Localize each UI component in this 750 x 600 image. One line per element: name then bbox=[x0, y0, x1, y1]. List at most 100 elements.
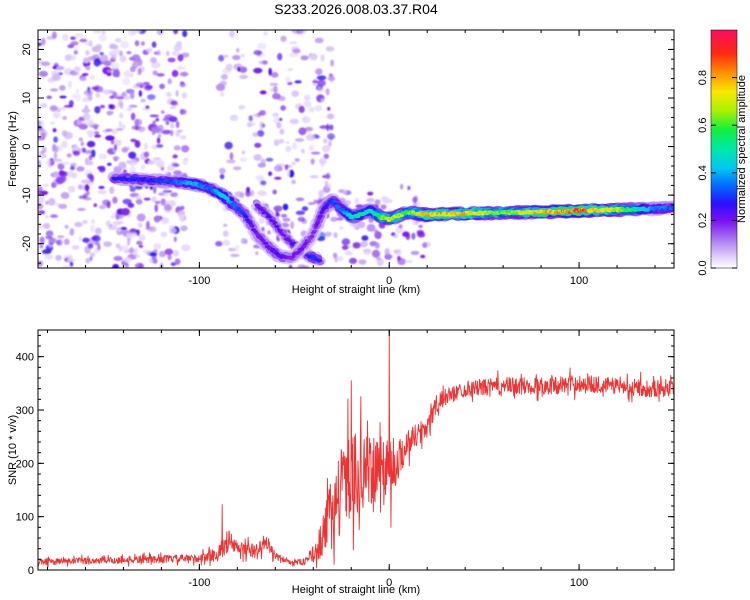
noise-blob bbox=[128, 151, 137, 159]
ridge-core bbox=[275, 225, 280, 228]
noise-blob bbox=[268, 67, 273, 76]
noise-blob bbox=[155, 117, 160, 122]
x-tick-label: 100 bbox=[570, 577, 588, 589]
noise-blob bbox=[127, 239, 131, 246]
noise-blob bbox=[268, 171, 273, 176]
noise-blob bbox=[294, 138, 305, 142]
noise-blob bbox=[85, 50, 90, 56]
noise-blob bbox=[69, 228, 75, 236]
snr-frame bbox=[37, 329, 675, 571]
noise-blob bbox=[181, 145, 190, 153]
noise-blob bbox=[359, 241, 368, 248]
noise-blob bbox=[73, 47, 79, 51]
spectrogram-y-axis-label: Frequency (Hz) bbox=[7, 111, 19, 187]
noise-blob bbox=[320, 98, 325, 102]
noise-blob bbox=[116, 127, 124, 131]
noise-blob bbox=[298, 127, 307, 136]
ridge-core bbox=[302, 244, 307, 248]
noise-blob bbox=[82, 237, 90, 243]
noise-blob bbox=[45, 159, 51, 166]
noise-blob bbox=[183, 157, 189, 161]
noise-blob bbox=[129, 165, 136, 174]
noise-blob bbox=[131, 54, 141, 63]
noise-blob bbox=[272, 189, 278, 195]
noise-blob bbox=[170, 129, 174, 137]
noise-blob bbox=[285, 76, 291, 83]
noise-blob bbox=[229, 30, 236, 38]
noise-blob bbox=[374, 229, 379, 235]
noise-blob bbox=[250, 190, 255, 197]
noise-blob bbox=[316, 75, 327, 81]
ridge-core bbox=[263, 241, 269, 245]
noise-blob bbox=[173, 170, 182, 176]
noise-blob bbox=[298, 105, 305, 113]
y-tick-label: 0 bbox=[28, 565, 34, 577]
noise-blob bbox=[333, 232, 338, 239]
noise-blob bbox=[292, 142, 297, 150]
noise-blob bbox=[314, 105, 323, 112]
noise-blob bbox=[177, 54, 184, 62]
colorbar: 0.0 0.2 0.4 0.6 0.8 Normalized spectral ampl… bbox=[697, 29, 748, 276]
noise-blob bbox=[259, 110, 266, 116]
noise-blob bbox=[172, 154, 178, 159]
noise-blob bbox=[67, 44, 75, 49]
y-tick-label: -20 bbox=[21, 236, 33, 252]
noise-blob bbox=[239, 74, 249, 79]
noise-blob bbox=[46, 95, 53, 99]
noise-blob bbox=[181, 92, 187, 99]
noise-blob bbox=[125, 233, 133, 240]
noise-blob bbox=[286, 168, 290, 177]
ridge-core bbox=[279, 229, 283, 232]
noise-blob bbox=[181, 52, 190, 58]
y-tick-label: -10 bbox=[21, 187, 33, 203]
noise-blob bbox=[273, 139, 280, 146]
noise-blob bbox=[134, 140, 141, 148]
noise-blob bbox=[57, 235, 65, 239]
noise-blob bbox=[39, 236, 45, 245]
x-tick-label: 100 bbox=[570, 275, 588, 287]
noise-blob bbox=[110, 62, 120, 70]
noise-blob bbox=[107, 69, 112, 74]
noise-blob bbox=[143, 197, 151, 201]
noise-blob bbox=[240, 238, 246, 244]
noise-blob bbox=[77, 207, 86, 212]
noise-blob bbox=[140, 98, 146, 103]
noise-blob bbox=[38, 202, 44, 210]
noise-blob bbox=[143, 249, 151, 254]
noise-blob bbox=[121, 147, 128, 153]
noise-blob bbox=[121, 208, 130, 216]
noise-blob bbox=[290, 221, 294, 230]
noise-blob bbox=[105, 220, 111, 227]
noise-blob bbox=[97, 244, 101, 251]
noise-blob bbox=[98, 204, 107, 210]
noise-blob bbox=[138, 245, 144, 248]
noise-blob bbox=[265, 157, 274, 162]
noise-blob bbox=[226, 159, 236, 164]
noise-blob bbox=[175, 41, 183, 48]
noise-blob bbox=[62, 33, 69, 41]
noise-blob bbox=[98, 60, 105, 65]
noise-blob bbox=[95, 92, 100, 98]
noise-blob bbox=[45, 230, 54, 237]
noise-blob bbox=[277, 53, 283, 61]
noise-blob bbox=[69, 261, 74, 267]
ridge-core bbox=[282, 234, 287, 237]
noise-blob bbox=[328, 140, 332, 147]
noise-blob bbox=[117, 99, 123, 108]
ridge-core bbox=[318, 214, 323, 218]
noise-blob bbox=[73, 66, 81, 73]
noise-blob bbox=[171, 69, 179, 78]
noise-blob bbox=[62, 116, 68, 120]
noise-blob bbox=[40, 120, 45, 126]
noise-blob bbox=[81, 97, 90, 103]
noise-blob bbox=[325, 172, 331, 180]
ridge-core bbox=[225, 197, 230, 201]
noise-blob bbox=[168, 225, 175, 229]
noise-blob bbox=[169, 227, 177, 234]
noise-blob bbox=[38, 210, 46, 215]
noise-blob bbox=[153, 243, 162, 250]
noise-blob bbox=[118, 50, 123, 57]
noise-blob bbox=[151, 196, 157, 203]
noise-blob bbox=[115, 243, 121, 249]
noise-blob bbox=[309, 53, 318, 61]
